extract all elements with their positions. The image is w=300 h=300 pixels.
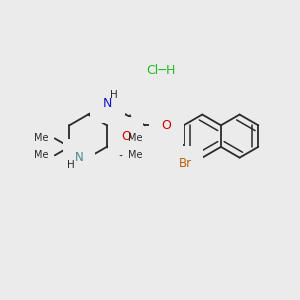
Text: N: N [103, 97, 112, 110]
Text: Me: Me [34, 150, 49, 160]
Text: H: H [110, 89, 117, 100]
Text: −: − [157, 64, 167, 77]
Text: Br: Br [178, 157, 192, 170]
Text: H: H [166, 64, 175, 77]
Text: Me: Me [34, 134, 49, 143]
Text: Me: Me [128, 150, 142, 160]
Text: O: O [162, 119, 172, 132]
Text: N: N [74, 151, 83, 164]
Text: Cl: Cl [146, 64, 158, 77]
Text: O: O [121, 130, 131, 142]
Text: Me: Me [128, 134, 142, 143]
Text: H: H [67, 160, 75, 170]
